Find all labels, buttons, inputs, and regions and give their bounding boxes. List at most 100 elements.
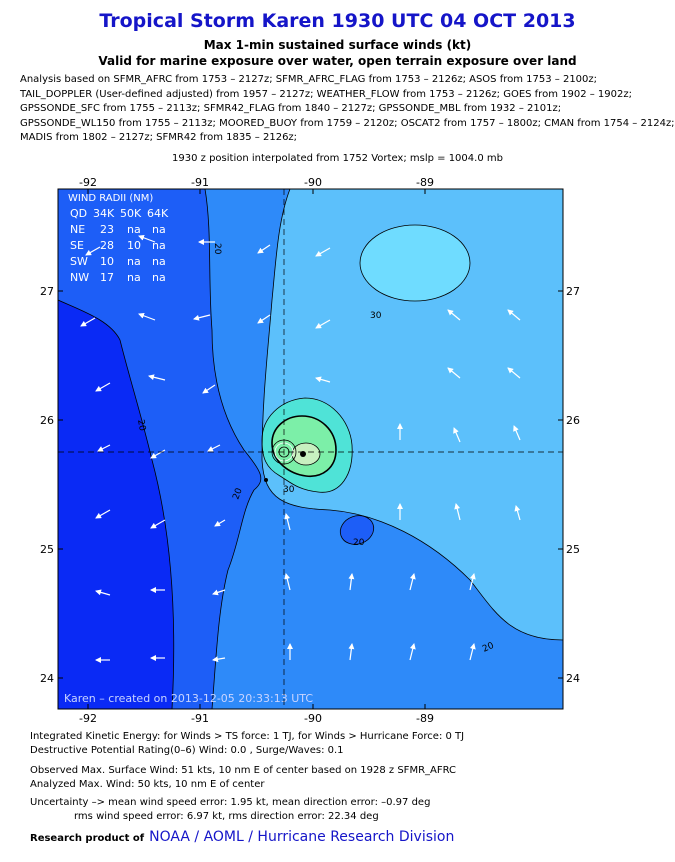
map-title: Tropical Storm Karen 1930 UTC 04 OCT 201… xyxy=(99,10,576,32)
research-org-link[interactable]: NOAA / AOML / Hurricane Research Divisio… xyxy=(149,829,455,845)
wind-vector xyxy=(284,513,291,531)
lat-tick-label: 24 xyxy=(40,672,54,685)
observed-max-line: Observed Max. Surface Wind: 51 kts, 10 n… xyxy=(30,765,457,776)
storm-center-marker xyxy=(300,451,306,457)
map-validity-note: Valid for marine exposure over water, op… xyxy=(98,54,577,68)
wind-field: 20 30 30 20 20 20 20 WIND RADII (NM) QD … xyxy=(58,189,563,709)
dpr-line: Destructive Potential Rating(0–6) Wind: … xyxy=(30,745,344,756)
wind-vector xyxy=(315,319,331,329)
lon-tick-label: -90 xyxy=(304,712,322,725)
rms-error-line: rms wind speed error: 6.97 kt, rms direc… xyxy=(74,811,379,822)
wind-band-below-20 xyxy=(58,300,174,709)
wind-vector xyxy=(315,247,331,257)
wind-vector xyxy=(138,312,156,321)
wind-radii-cell: 28 xyxy=(100,239,114,252)
contour-label: 30 xyxy=(283,485,295,495)
contour-label: 20 xyxy=(135,419,147,432)
ike-line: Integrated Kinetic Energy: for Winds > T… xyxy=(30,731,465,742)
contour-label: 20 xyxy=(212,243,222,255)
analysis-line: Analysis based on SFMR_AFRC from 1753 – … xyxy=(20,74,598,85)
wind-radii-header: 64K xyxy=(147,207,169,220)
lat-tick-label: 25 xyxy=(566,543,580,556)
wind-vector xyxy=(469,573,476,591)
analyzed-max-line: Analyzed Max. Wind: 50 kts, 10 nm E of c… xyxy=(30,779,265,790)
research-credit: Research product of NOAA / AOML / Hurric… xyxy=(30,826,454,845)
wind-vectors xyxy=(80,234,521,663)
wind-vector xyxy=(409,573,416,591)
wind-vector xyxy=(469,643,476,661)
wind-radii-cell: na xyxy=(127,223,141,236)
lat-tick-label: 27 xyxy=(40,285,54,298)
longitude-labels-top: -92 -91 -90 -89 xyxy=(79,176,434,189)
wind-radii-header: QD xyxy=(70,207,87,220)
wind-radii-cell: NE xyxy=(70,223,85,236)
analysis-line: GPSSONDE_SFC from 1755 – 2113z; SFMR42_F… xyxy=(20,103,562,115)
wind-vector xyxy=(507,309,521,321)
wind-radii-cell: 23 xyxy=(100,223,114,236)
uncertainty-line: Uncertainty –> mean wind speed error: 1.… xyxy=(30,797,431,808)
lat-tick-label: 25 xyxy=(40,543,54,556)
wind-vector xyxy=(138,234,156,243)
wind-vector xyxy=(348,573,355,591)
wind-radii-cell: na xyxy=(152,223,166,236)
wind-radii-table: WIND RADII (NM) QD 34K 50K 64K NE 23 na … xyxy=(68,193,169,284)
lat-tick-label: 27 xyxy=(566,285,580,298)
latitude-labels-right: 27 26 25 24 xyxy=(566,285,580,685)
wind-vector xyxy=(95,382,111,392)
wind-vector xyxy=(202,384,216,394)
wind-vector xyxy=(513,425,521,441)
wind-vector xyxy=(514,505,521,521)
wind-radii-cell: na xyxy=(152,271,166,284)
lon-tick-label: -91 xyxy=(191,712,209,725)
wind-radii-cell: 17 xyxy=(100,271,114,284)
wind-vector xyxy=(507,367,521,379)
wind-analysis-map: 20 30 30 20 20 20 20 WIND RADII (NM) QD … xyxy=(40,176,580,725)
wind-vector xyxy=(85,246,101,256)
longitude-labels-bottom: -92 -91 -90 -89 xyxy=(79,712,434,725)
contour-label: 30 xyxy=(370,311,382,321)
wind-radii-cell: 10 xyxy=(100,255,114,268)
map-frame xyxy=(57,188,564,710)
wind-radii-cell: na xyxy=(127,271,141,284)
wind-vector xyxy=(150,449,166,459)
wind-vector xyxy=(454,503,461,521)
center-crosshair xyxy=(58,189,563,709)
analysis-line: GPSSONDE_WL150 from 1755 – 2113z; MOORED… xyxy=(20,117,675,129)
lon-tick-label: -90 xyxy=(304,176,322,189)
lon-tick-label: -92 xyxy=(79,176,97,189)
wind-vector xyxy=(207,444,221,452)
wind-vector xyxy=(95,589,111,596)
wind-radii-cell: 10 xyxy=(127,239,141,252)
wind-radii-header: 34K xyxy=(93,207,115,220)
wind-radii-header: 50K xyxy=(120,207,142,220)
wind-vector xyxy=(315,376,331,383)
lat-tick-label: 24 xyxy=(566,672,580,685)
lon-tick-label: -89 xyxy=(416,176,434,189)
lat-tick-label: 26 xyxy=(566,414,580,427)
credit-line: Karen – created on 2013-12-05 20:33:13 U… xyxy=(64,692,313,705)
map-subtitle: Max 1-min sustained surface winds (kt) xyxy=(203,38,472,52)
research-label: Research product of xyxy=(30,833,145,844)
wind-vector xyxy=(284,573,291,591)
wind-radii-cell: SE xyxy=(70,239,84,252)
wind-vector xyxy=(257,244,271,254)
analysis-line: MADIS from 1802 – 2127z; SFMR42 from 183… xyxy=(20,132,298,144)
wind-vector xyxy=(257,314,271,324)
wind-vector xyxy=(409,643,416,661)
wind-vector xyxy=(212,656,226,663)
wind-vector xyxy=(193,314,211,321)
wind-vector xyxy=(453,427,461,443)
wind-radii-cell: NW xyxy=(70,271,89,284)
wind-radii-title: WIND RADII (NM) xyxy=(68,193,153,204)
lon-tick-label: -91 xyxy=(191,176,209,189)
wind-vector xyxy=(80,317,96,327)
wind-vector xyxy=(212,589,226,596)
observation-marker xyxy=(264,478,268,482)
wind-vector xyxy=(95,509,111,519)
contour-label: 20 xyxy=(353,538,365,548)
wind-vector xyxy=(447,309,461,321)
lat-tick-label: 26 xyxy=(40,414,54,427)
analysis-sources: Analysis based on SFMR_AFRC from 1753 – … xyxy=(20,73,675,146)
contour-label: 20 xyxy=(481,641,496,655)
wind-radii-cell: na xyxy=(127,255,141,268)
